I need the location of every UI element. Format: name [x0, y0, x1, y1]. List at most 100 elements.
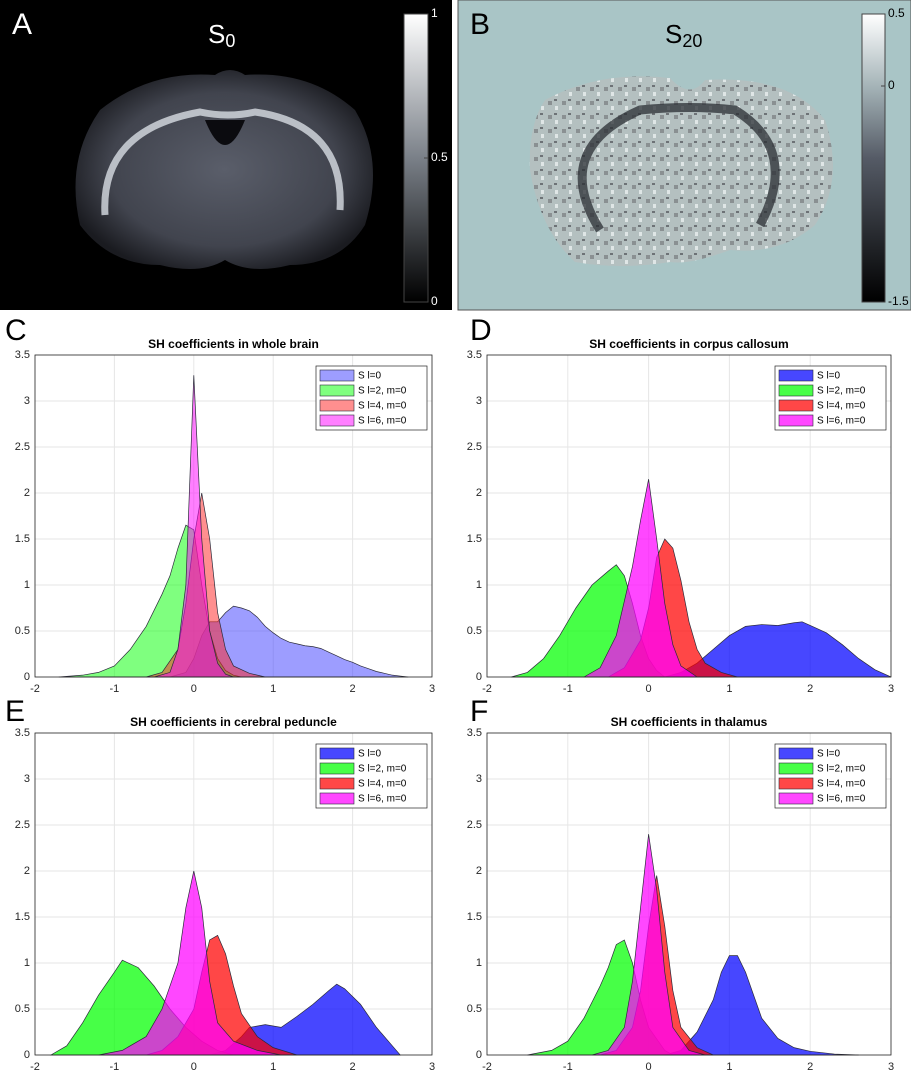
legend-label: S l=2, m=0 [358, 386, 407, 397]
legend-swatch [319, 384, 355, 397]
y-tick-label: 0.5 [15, 1003, 30, 1015]
axes-frame [486, 732, 892, 1056]
y-tick-label: 0 [24, 671, 30, 683]
y-tick-label: 1 [476, 579, 482, 591]
density-area [582, 479, 699, 678]
x-tick-label: 3 [429, 1061, 435, 1073]
y-tick-label: 0 [476, 1049, 482, 1061]
y-tick-label: 2 [24, 865, 30, 877]
image-panel-a: A S0 [0, 0, 452, 310]
colorbar-b [861, 13, 886, 303]
y-tick-label: 3 [24, 773, 30, 785]
legend-swatch [778, 747, 814, 760]
x-tick-label: 3 [888, 1061, 894, 1073]
legend-label: S l=6, m=0 [358, 416, 407, 427]
x-tick-label: -1 [110, 683, 120, 695]
image-title: S0 [208, 19, 235, 51]
density-area [98, 870, 282, 1056]
x-tick-label: 2 [350, 1061, 356, 1073]
chart-title: SH coefficients in corpus callosum [589, 337, 788, 351]
colorbar-tick-label: 0.5 [431, 150, 448, 164]
colorbar-tick-label: -1.5 [888, 294, 909, 308]
x-tick-label: -1 [110, 1061, 120, 1073]
x-tick-label: 2 [350, 683, 356, 695]
legend-label: S l=6, m=0 [358, 794, 407, 805]
y-tick-label: 2.5 [467, 441, 482, 453]
chart: -2 -1 0 1 2 3 0 0.5 1 1.5 2 2.5 3 3.5 SH coefficients … [5, 695, 435, 1073]
brain-s0 [75, 70, 373, 269]
y-tick-label: 1.5 [15, 911, 30, 923]
y-tick-label: 1.5 [467, 911, 482, 923]
colorbar-tick-label: 1 [431, 6, 438, 20]
x-tick-label: 0 [646, 1061, 652, 1073]
y-tick-label: 1.5 [15, 533, 30, 545]
legend-label: S l=4, m=0 [358, 401, 407, 412]
panel-label: D [470, 314, 492, 347]
colorbar-tick-label: 0.5 [888, 6, 905, 20]
chart: -2 -1 0 1 2 3 0 0.5 1 1.5 2 2.5 3 3.5 SH coefficients … [5, 314, 435, 695]
axes-frame [486, 354, 892, 678]
y-tick-label: 0.5 [467, 1003, 482, 1015]
x-tick-label: -2 [482, 683, 492, 695]
y-tick-label: 2 [24, 487, 30, 499]
x-tick-label: 2 [807, 1061, 813, 1073]
image-title: S20 [665, 19, 702, 51]
chart: -2 -1 0 1 2 3 0 0.5 1 1.5 2 2.5 3 3.5 SH coefficients … [467, 314, 894, 695]
legend-swatch [778, 777, 814, 790]
y-tick-label: 2 [476, 487, 482, 499]
y-tick-label: 3.5 [15, 727, 30, 739]
y-tick-label: 0.5 [15, 625, 30, 637]
y-tick-label: 3 [24, 395, 30, 407]
y-tick-label: 3.5 [467, 727, 482, 739]
axes-frame [34, 354, 433, 678]
x-tick-label: 1 [726, 1061, 732, 1073]
x-tick-label: 1 [270, 683, 276, 695]
density-area [154, 375, 234, 678]
legend-label: S l=4, m=0 [817, 779, 866, 790]
density-area [591, 834, 706, 1056]
title-base: S [665, 19, 682, 49]
x-tick-label: -2 [30, 1061, 40, 1073]
legend-swatch [319, 414, 355, 427]
y-tick-label: 0 [476, 671, 482, 683]
legend-label: S l=0 [817, 749, 841, 760]
legend-swatch [778, 384, 814, 397]
legend-label: S l=2, m=0 [358, 764, 407, 775]
legend-swatch [778, 369, 814, 382]
colorbar-tick-label: 0 [431, 294, 438, 308]
panel-label: F [470, 695, 488, 728]
panel-label: A [12, 8, 32, 41]
y-tick-label: 2 [476, 865, 482, 877]
legend-label: S l=6, m=0 [817, 416, 866, 427]
legend-label: S l=0 [358, 749, 382, 760]
legend-label: S l=0 [817, 371, 841, 382]
panel-label: E [5, 695, 25, 728]
y-tick-label: 2.5 [15, 819, 30, 831]
legend-label: S l=0 [358, 371, 382, 382]
legend-swatch [319, 747, 355, 760]
title-sub: 20 [682, 31, 702, 51]
corpus-callosum [101, 108, 344, 216]
chart-title: SH coefficients in whole brain [148, 337, 319, 351]
x-tick-label: 0 [191, 1061, 197, 1073]
x-tick-label: -1 [563, 683, 573, 695]
chart: -2 -1 0 1 2 3 0 0.5 1 1.5 2 2.5 3 3.5 SH coefficients … [467, 695, 894, 1073]
y-tick-label: 3 [476, 395, 482, 407]
x-tick-label: 2 [807, 683, 813, 695]
dark-band [577, 103, 780, 233]
legend-swatch [778, 792, 814, 805]
y-tick-label: 2.5 [15, 441, 30, 453]
legend-swatch [319, 762, 355, 775]
title-base: S [208, 19, 225, 49]
colorbar-tick-label: 0 [888, 78, 895, 92]
title-sub: 0 [225, 31, 235, 51]
y-tick-label: 0.5 [467, 625, 482, 637]
legend-swatch [319, 792, 355, 805]
legend-label: S l=2, m=0 [817, 386, 866, 397]
y-tick-label: 1 [476, 957, 482, 969]
y-tick-label: 1.5 [467, 533, 482, 545]
density-area [664, 955, 859, 1056]
legend-label: S l=2, m=0 [817, 764, 866, 775]
y-tick-label: 2.5 [467, 819, 482, 831]
